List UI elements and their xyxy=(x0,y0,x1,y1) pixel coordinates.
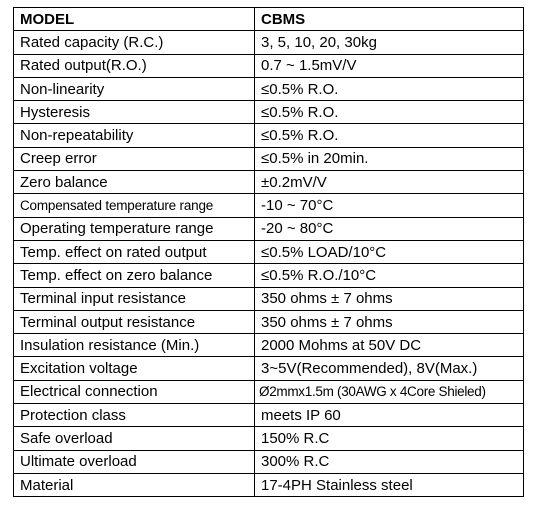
parameter-cell: Terminal output resistance xyxy=(13,309,255,335)
value-cell: 150% R.C xyxy=(254,426,524,451)
parameter-cell: Temp. effect on zero balance xyxy=(13,263,255,288)
parameter-cell: Insulation resistance (Min.) xyxy=(13,333,255,358)
table-row: Temp. effect on zero balance ≤0.5% R.O./… xyxy=(13,263,524,288)
parameter-cell: Operating temperature range xyxy=(13,216,255,241)
table-row: Insulation resistance (Min.) 2000 Mohms … xyxy=(13,333,524,358)
parameter-cell: Safe overload xyxy=(13,426,255,451)
value-cell: ≤0.5% R.O. xyxy=(254,100,524,125)
parameter-cell: Material xyxy=(13,472,255,498)
value-cell: 300% R.C xyxy=(254,449,524,474)
table-row: Material 17-4PH Stainless steel xyxy=(13,472,524,498)
value-cell: -20 ~ 80°C xyxy=(254,216,524,241)
parameter-cell: Creep error xyxy=(13,146,255,172)
value-cell: 17-4PH Stainless steel xyxy=(254,472,524,498)
value-cell: ≤0.5% R.O. xyxy=(254,76,524,102)
header-parameter-cell: MODEL xyxy=(13,6,255,32)
value-cell: ≤0.5% in 20min. xyxy=(254,146,524,172)
value-cell: ≤0.5% R.O. xyxy=(254,123,524,148)
table-row: Rated output(R.O.) 0.7 ~ 1.5mV/V xyxy=(13,53,524,78)
header-value-cell: CBMS xyxy=(254,6,524,32)
table-row: Terminal input resistance 350 ohms ± 7 o… xyxy=(13,286,524,311)
value-cell: 0.7 ~ 1.5mV/V xyxy=(254,53,524,78)
parameter-cell: Non-repeatability xyxy=(13,123,255,148)
table-row: Hysteresis ≤0.5% R.O. xyxy=(13,100,524,125)
value-cell: meets IP 60 xyxy=(254,403,524,428)
value-cell: 3~5V(Recommended), 8V(Max.) xyxy=(254,356,524,381)
table-row: Protection class meets IP 60 xyxy=(13,403,524,428)
parameter-cell: Zero balance xyxy=(13,170,255,195)
table-row: Non-linearity ≤0.5% R.O. xyxy=(13,76,524,102)
table-row: Operating temperature range -20 ~ 80°C xyxy=(13,216,524,241)
parameter-cell: Non-linearity xyxy=(13,76,255,102)
table-row: Electrical connection Ø2mmx1.5m (30AWG x… xyxy=(13,379,524,405)
value-cell: Ø2mmx1.5m (30AWG x 4Core Shieled) xyxy=(254,379,524,405)
parameter-cell: Temp. effect on rated output xyxy=(13,239,255,265)
table-row: Safe overload 150% R.C xyxy=(13,426,524,451)
value-cell: 3, 5, 10, 20, 30kg xyxy=(254,30,524,55)
table-row: Compensated temperature range -10 ~ 70°C xyxy=(13,193,524,218)
table-row: Excitation voltage 3~5V(Recommended), 8V… xyxy=(13,356,524,381)
table-row: Temp. effect on rated output ≤0.5% LOAD/… xyxy=(13,239,524,265)
table-row: Terminal output resistance 350 ohms ± 7 … xyxy=(13,309,524,335)
parameter-cell: Protection class xyxy=(13,403,255,428)
value-cell: ≤0.5% LOAD/10°C xyxy=(254,239,524,265)
parameter-cell: Electrical connection xyxy=(13,379,255,405)
value-cell: ±0.2mV/V xyxy=(254,170,524,195)
parameter-cell: Hysteresis xyxy=(13,100,255,125)
value-cell: ≤0.5% R.O./10°C xyxy=(254,263,524,288)
value-cell: 350 ohms ± 7 ohms xyxy=(254,309,524,335)
table-row: Non-repeatability ≤0.5% R.O. xyxy=(13,123,524,148)
table-header-row: MODEL CBMS xyxy=(13,6,524,32)
parameter-cell: Ultimate overload xyxy=(13,449,255,474)
value-cell: 350 ohms ± 7 ohms xyxy=(254,286,524,311)
parameter-cell: Rated capacity (R.C.) xyxy=(13,30,255,55)
value-cell: -10 ~ 70°C xyxy=(254,193,524,218)
table-row: Rated capacity (R.C.) 3, 5, 10, 20, 30kg xyxy=(13,30,524,55)
parameter-cell: Rated output(R.O.) xyxy=(13,53,255,78)
table-row: Zero balance ±0.2mV/V xyxy=(13,170,524,195)
table-row: Creep error ≤0.5% in 20min. xyxy=(13,146,524,172)
parameter-cell: Terminal input resistance xyxy=(13,286,255,311)
spec-table: MODEL CBMS Rated capacity (R.C.) 3, 5, 1… xyxy=(13,6,524,498)
parameter-cell: Compensated temperature range xyxy=(13,193,255,218)
table-row: Ultimate overload 300% R.C xyxy=(13,449,524,474)
value-cell: 2000 Mohms at 50V DC xyxy=(254,333,524,358)
parameter-cell: Excitation voltage xyxy=(13,356,255,381)
